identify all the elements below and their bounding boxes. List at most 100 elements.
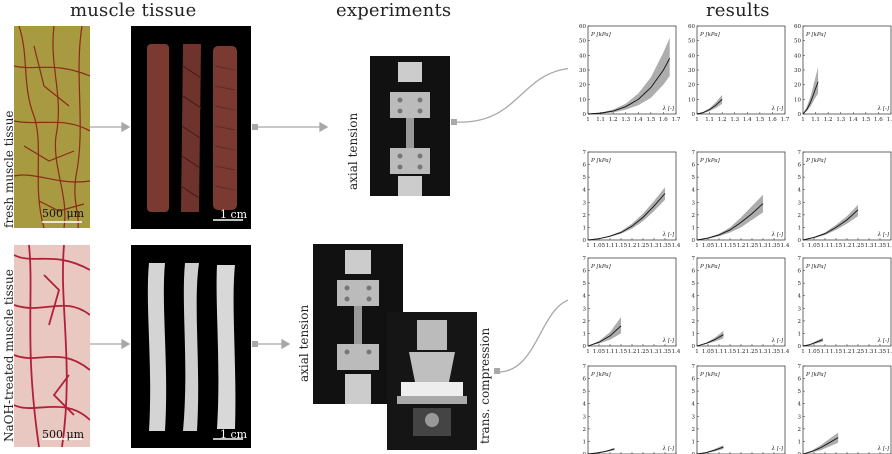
y-tick-label: 4: [692, 402, 696, 408]
x-tick-label: 1.5: [646, 117, 655, 123]
y-axis-label: P [kPa]: [805, 32, 827, 38]
x-tick-label: 1.2: [609, 117, 618, 123]
plot-frame: [802, 151, 892, 241]
x-tick-label: 1.2: [718, 117, 727, 123]
y-tick-label: 7: [692, 364, 696, 370]
x-tick-label: 1.7: [672, 117, 681, 123]
y-tick-label: 7: [583, 150, 587, 156]
x-tick-label: 1.1: [811, 117, 820, 123]
y-tick-label: 2: [583, 427, 587, 433]
x-tick-label: 1.3: [730, 117, 739, 123]
x-tick-label: 1.6: [768, 117, 777, 123]
y-tick-label: 3: [692, 200, 696, 206]
y-tick-label: 50: [688, 39, 695, 45]
fresh-histology-scale-label: 500 μm: [42, 207, 85, 220]
x-tick-label: 1.4: [672, 349, 681, 355]
y-tick-label: 60: [794, 24, 801, 30]
x-tick-label: 1.6: [659, 117, 668, 123]
y-tick-label: 4: [798, 188, 802, 194]
y-tick-label: 30: [688, 68, 695, 74]
y-tick-label: 0: [583, 344, 587, 350]
x-tick-label: 1.2: [843, 349, 852, 355]
x-axis-label: λ [-]: [662, 232, 675, 238]
x-tick-label: 1.1: [821, 243, 830, 249]
std-band: [697, 445, 724, 454]
y-tick-label: 5: [583, 175, 587, 181]
y-tick-label: 5: [692, 281, 696, 287]
x-tick-label: 1: [586, 243, 590, 249]
y-tick-label: 3: [692, 306, 696, 312]
y-tick-label: 2: [692, 319, 696, 325]
y-tick-label: 50: [794, 39, 801, 45]
y-tick-label: 5: [798, 389, 802, 395]
x-tick-label: 1: [586, 349, 590, 355]
mean-curve: [802, 209, 859, 241]
x-tick-label: 1.35: [874, 349, 887, 355]
y-axis-label: P [kPa]: [590, 158, 612, 164]
y-tick-label: 1: [692, 225, 696, 231]
y-tick-label: 60: [579, 24, 586, 30]
x-tick-label: 1.05: [702, 243, 715, 249]
mean-curve: [802, 81, 819, 115]
x-tick-label: 1.1: [596, 117, 605, 123]
plot-frame: [696, 365, 786, 454]
x-tick-label: 1: [801, 243, 805, 249]
x-axis-label: λ [-]: [771, 106, 784, 112]
mean-curve: [587, 58, 671, 115]
x-axis-label: λ [-]: [662, 446, 675, 452]
y-tick-label: 1: [798, 439, 802, 445]
plot-frame: [802, 25, 892, 115]
fresh-axial-tension-apparatus: [370, 56, 450, 196]
std-band: [803, 337, 823, 346]
x-axis-label: λ [-]: [662, 338, 675, 344]
y-tick-label: 2: [692, 213, 696, 219]
x-tick-label: 1.15: [724, 349, 737, 355]
y-tick-label: 0: [692, 344, 696, 350]
arrow-head: [319, 121, 329, 133]
y-tick-label: 3: [583, 200, 587, 206]
y-tick-label: 3: [583, 414, 587, 420]
y-axis-label: P [kPa]: [805, 158, 827, 164]
x-tick-label: 1.2: [843, 243, 852, 249]
y-tick-label: 4: [692, 294, 696, 300]
x-tick-label: 1: [695, 243, 699, 249]
x-tick-label: 1.4: [887, 349, 892, 355]
y-tick-label: 0: [692, 112, 696, 118]
x-tick-label: 1.05: [808, 349, 821, 355]
mean-curve: [587, 193, 666, 241]
connector-square: [252, 341, 258, 347]
fresh-axial-tension-label: axial tension: [346, 112, 360, 190]
x-axis-label: λ [-]: [877, 232, 890, 238]
connector-square: [252, 124, 258, 130]
x-tick-label: 1.15: [830, 349, 843, 355]
y-tick-label: 4: [583, 402, 587, 408]
trans-compression-label: trans. compression: [478, 327, 492, 444]
x-axis-label: λ [-]: [771, 232, 784, 238]
x-tick-label: 1.3: [650, 349, 659, 355]
x-tick-label: 1.2: [628, 349, 637, 355]
mean-curve: [587, 325, 622, 347]
y-tick-label: 3: [692, 414, 696, 420]
x-tick-label: 1.25: [637, 243, 650, 249]
x-tick-label: 1: [801, 117, 805, 123]
fresh-specimen-scale-label: 1 cm: [220, 208, 248, 221]
arrow-head: [281, 338, 291, 350]
y-tick-label: 2: [798, 427, 802, 433]
y-tick-label: 40: [688, 53, 695, 59]
mean-curve: [802, 339, 823, 347]
trans-compression-apparatus: [387, 312, 477, 450]
header-experiments: experiments: [336, 0, 452, 21]
header-muscle-tissue: muscle tissue: [70, 0, 197, 21]
y-tick-label: 0: [583, 238, 587, 244]
y-tick-label: 0: [798, 452, 802, 454]
y-tick-label: 0: [798, 344, 802, 350]
naoh-histology-scale-label: 500 μm: [42, 428, 85, 441]
y-axis-label: P [kPa]: [699, 158, 721, 164]
x-tick-label: 1.25: [852, 243, 865, 249]
y-axis-label: P [kPa]: [590, 372, 612, 378]
x-axis-label: λ [-]: [771, 446, 784, 452]
